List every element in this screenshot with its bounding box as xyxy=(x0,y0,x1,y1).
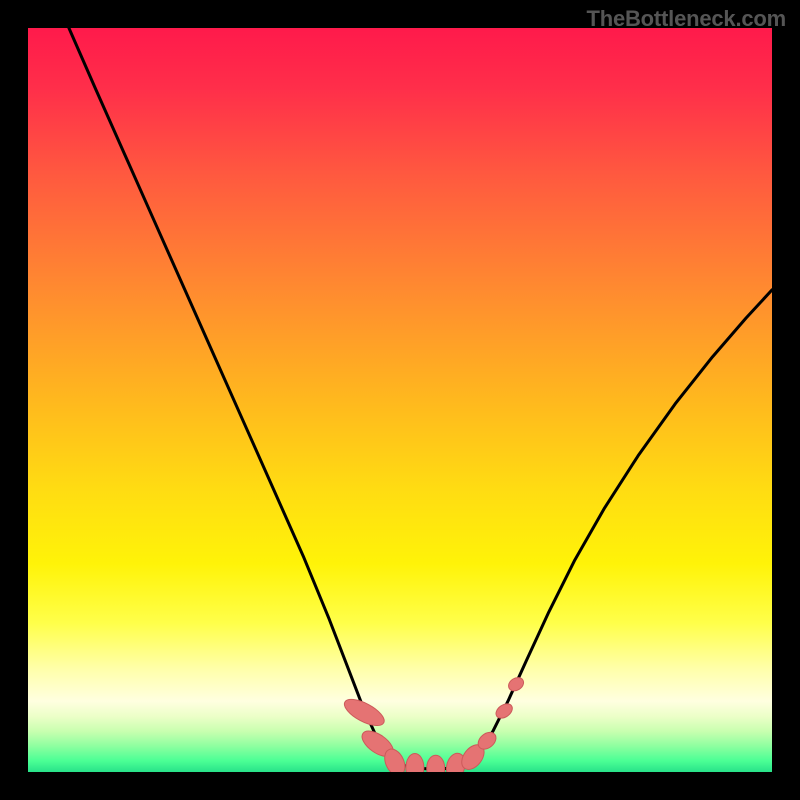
chart-frame: TheBottleneck.com xyxy=(0,0,800,800)
plot-area xyxy=(28,28,772,772)
gradient-background xyxy=(28,28,772,772)
plot-svg xyxy=(28,28,772,772)
source-watermark: TheBottleneck.com xyxy=(586,6,786,32)
